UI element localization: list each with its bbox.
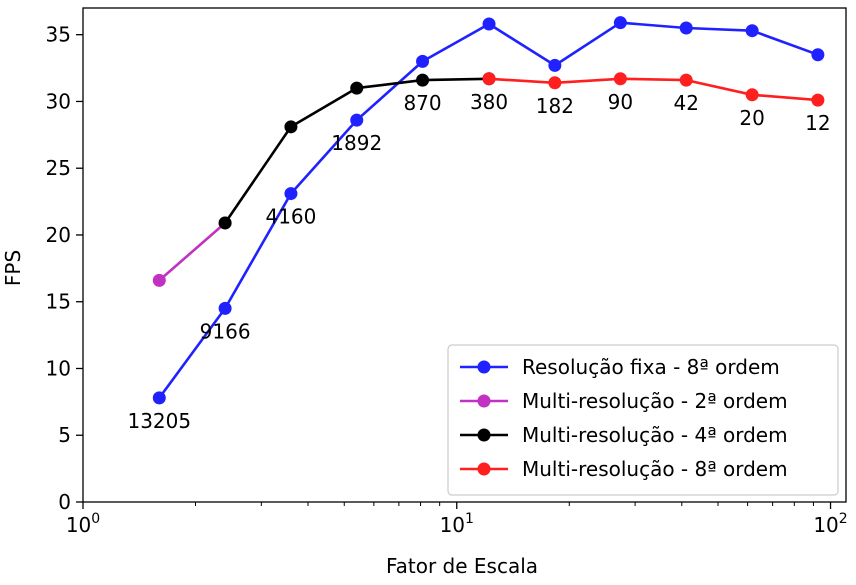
data-point: [482, 17, 496, 31]
data-point: [350, 113, 364, 127]
data-point: [548, 58, 562, 72]
data-point: [482, 72, 496, 86]
data-point: [218, 301, 232, 315]
data-point: [284, 120, 298, 134]
data-point: [548, 76, 562, 90]
point-annotations: 13205 9166 4160 1892 870 380 182 90 42 20 12: [127, 90, 830, 433]
axes-frame: [82, 7, 847, 503]
y-axis-title: FPS: [1, 250, 25, 286]
y-tick-label: 5: [58, 423, 71, 447]
x-axis: 100 101 102: [66, 502, 848, 537]
y-tick-label: 20: [46, 223, 71, 247]
y-tick-label: 15: [46, 290, 71, 314]
data-point: [745, 24, 759, 38]
point-label: 1892: [331, 131, 382, 155]
legend: Resolução fixa - 8ª ordem Multi-resolução…: [447, 344, 839, 496]
data-point: [416, 54, 430, 68]
legend-label: Resolução fixa - 8ª ordem: [522, 355, 780, 379]
plot-area: 13205 9166 4160 1892 870 380 182 90 42 20 12: [82, 7, 847, 503]
x-tick-label: 100: [66, 511, 100, 537]
point-label: 182: [536, 94, 574, 118]
series-line: [488, 77, 819, 102]
data-point: [811, 48, 825, 62]
x-axis-title: Fator de Escala: [386, 554, 538, 578]
legend-label: Multi-resolução - 4ª ordem: [522, 423, 788, 447]
point-label: 12: [805, 111, 830, 135]
data-point: [613, 16, 627, 30]
y-axis: 0 5 10 15 20 25 30 35: [46, 23, 83, 514]
legend-marker: [477, 462, 491, 476]
legend-entry: Resolução fixa - 8ª ordem: [460, 355, 780, 379]
point-label: 4160: [265, 205, 316, 229]
point-label: 380: [470, 90, 508, 114]
y-tick-label: 10: [46, 356, 71, 380]
data-point: [679, 73, 693, 87]
point-label: 870: [403, 91, 441, 115]
y-tick-label: 0: [58, 490, 71, 514]
x-tick-label: 102: [813, 511, 847, 537]
series-line: [158, 222, 226, 282]
data-point: [152, 391, 166, 405]
y-tick-label: 35: [46, 23, 71, 47]
point-label: 9166: [200, 319, 251, 343]
legend-entry: Multi-resolução - 8ª ordem: [460, 457, 788, 481]
legend-marker: [477, 360, 491, 374]
series-2: [152, 216, 232, 287]
data-point: [284, 187, 298, 201]
legend-label: Multi-resolução - 8ª ordem: [522, 457, 788, 481]
legend-marker: [477, 428, 491, 442]
data-point: [218, 216, 232, 230]
data-point: [811, 93, 825, 107]
x-tick-label: 101: [440, 511, 474, 537]
point-label: 13205: [127, 409, 191, 433]
series-1: [152, 16, 825, 405]
y-tick-label: 25: [46, 156, 71, 180]
data-point: [152, 273, 166, 287]
data-point: [350, 81, 364, 95]
y-tick-label: 30: [46, 89, 71, 113]
point-label: 90: [608, 90, 633, 114]
legend-marker: [477, 394, 491, 408]
point-label: 20: [739, 106, 764, 130]
legend-entry: Multi-resolução - 4ª ordem: [460, 423, 788, 447]
data-point: [679, 21, 693, 35]
series-4: [482, 72, 825, 107]
legend-label: Multi-resolução - 2ª ordem: [522, 389, 788, 413]
data-point: [613, 72, 627, 86]
data-point: [416, 73, 430, 87]
data-point: [745, 88, 759, 102]
point-label: 42: [673, 91, 698, 115]
legend-box: [447, 344, 839, 496]
legend-entry: Multi-resolução - 2ª ordem: [460, 389, 788, 413]
